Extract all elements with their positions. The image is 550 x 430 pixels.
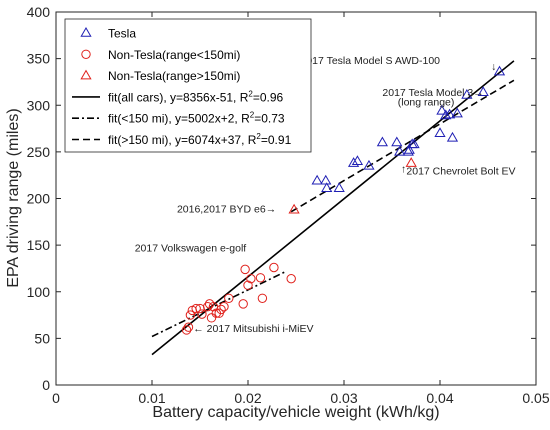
data-point-series-1 bbox=[376, 136, 389, 147]
y-tick-label: 150 bbox=[27, 237, 51, 253]
data-point-series-1 bbox=[443, 108, 456, 119]
data-point-series-2 bbox=[219, 301, 229, 312]
data-point-series-1 bbox=[446, 131, 459, 142]
data-point-series-1 bbox=[434, 127, 446, 137]
x-tick-label: 0.03 bbox=[330, 390, 357, 406]
data-point-series-1 bbox=[451, 107, 463, 118]
y-axis-title: EPA driving range (miles) bbox=[5, 108, 22, 287]
data-point-series-1 bbox=[440, 109, 452, 120]
data-point-series-2 bbox=[216, 304, 226, 315]
legend-marker-triangle bbox=[80, 26, 92, 37]
annotation-label: 2016,2017 BYD e6→ bbox=[177, 203, 276, 215]
annotation-arrow: ↑ bbox=[401, 163, 406, 175]
data-point-series-2 bbox=[246, 273, 256, 284]
fit-line-solid bbox=[151, 60, 515, 356]
data-point-series-1 bbox=[311, 174, 323, 185]
data-point-series-2 bbox=[224, 293, 234, 303]
data-point-series-2 bbox=[181, 325, 192, 335]
fit-line-dashdot bbox=[151, 270, 287, 338]
y-tick-label: 250 bbox=[27, 144, 51, 160]
data-point-series-2 bbox=[269, 262, 279, 273]
data-point-series-1 bbox=[363, 159, 375, 170]
legend-label: fit(<150 mi), y=5002x+2, R2=0.73 bbox=[108, 111, 285, 126]
data-point-series-2 bbox=[197, 309, 207, 319]
x-axis-title: Battery capacity/vehicle weight (kWh/kg) bbox=[152, 404, 439, 421]
data-point-series-1 bbox=[403, 144, 415, 154]
fit-lines bbox=[151, 60, 515, 356]
data-point-series-1 bbox=[321, 182, 333, 192]
data-point-series-1 bbox=[391, 136, 403, 147]
fit-line-dashed bbox=[290, 79, 515, 213]
legend-box bbox=[64, 18, 312, 153]
annotation-label: 2017 Tesla Model 3→ bbox=[382, 87, 483, 99]
data-point-series-2 bbox=[238, 299, 248, 309]
annotation-label: (long range) bbox=[398, 96, 455, 108]
legend-label: Non-Tesla(range>150mi) bbox=[108, 69, 240, 83]
legend-marker-circle bbox=[81, 49, 91, 59]
data-point-series-1 bbox=[351, 155, 364, 165]
annotation-arrow: ↓ bbox=[491, 61, 496, 73]
data-point-series-2 bbox=[206, 313, 217, 323]
annotation-label: 2017 Volkswagen e-golf bbox=[135, 243, 247, 255]
data-point-series-1 bbox=[477, 86, 489, 96]
data-markers bbox=[181, 65, 506, 335]
x-axis: 0 0.01 0.02 0.03 0.04 0.05 bbox=[52, 12, 550, 406]
data-point-series-2 bbox=[255, 273, 266, 283]
y-tick-label: 0 bbox=[42, 377, 50, 393]
legend-label: Non-Tesla(range<150mi) bbox=[108, 48, 240, 62]
data-point-series-1 bbox=[461, 88, 473, 99]
data-point-series-2 bbox=[191, 303, 201, 314]
data-point-series-1 bbox=[333, 182, 345, 192]
data-point-series-3 bbox=[288, 203, 300, 214]
data-point-series-1 bbox=[347, 157, 360, 167]
x-tick-label: 0.04 bbox=[426, 390, 453, 406]
y-tick-label: 200 bbox=[27, 191, 51, 207]
annotation-label: 2017 Chevrolet Bolt EV bbox=[406, 165, 515, 177]
x-tick-label: 0.02 bbox=[234, 390, 261, 406]
data-point-series-2 bbox=[185, 310, 196, 320]
data-point-series-1 bbox=[394, 145, 406, 156]
legend-label: fit(>150 mi), y=6074x+37, R2=0.91 bbox=[108, 132, 292, 147]
legend-label: Tesla bbox=[108, 27, 136, 41]
x-tick-label: 0.01 bbox=[138, 390, 165, 406]
legend: Tesla Non-Tesla(range<150mi) Non-Tesla(ran… bbox=[64, 18, 312, 153]
legend-label: fit(all cars), y=8356x-51, R2=0.96 bbox=[108, 89, 284, 104]
data-point-series-1 bbox=[493, 65, 506, 76]
x-tick-label: 0 bbox=[52, 390, 60, 406]
y-tick-label: 100 bbox=[27, 284, 51, 300]
x-tick-label: 0.05 bbox=[522, 390, 549, 406]
data-point-series-2 bbox=[183, 322, 194, 332]
data-point-series-2 bbox=[257, 293, 268, 303]
legend-marker-triangle bbox=[80, 69, 92, 80]
data-point-series-2 bbox=[243, 280, 253, 290]
annotation-label: 2017 Tesla Model S AWD-100 bbox=[301, 55, 441, 67]
data-point-series-2 bbox=[240, 264, 250, 275]
y-tick-label: 50 bbox=[34, 330, 50, 346]
annotation-label: ← 2017 Mitsubishi i-MiEV bbox=[193, 323, 313, 335]
y-tick-label: 400 bbox=[27, 4, 51, 20]
data-point-series-1 bbox=[436, 104, 448, 115]
data-point-series-3 bbox=[405, 157, 417, 167]
data-point-series-1 bbox=[408, 138, 420, 149]
y-axis: 0 50 100 150 200 250 300 350 400 bbox=[27, 4, 536, 393]
y-tick-label: 300 bbox=[27, 97, 51, 113]
annotations: 2017 Tesla Model S AWD-100 ↓ 2017 Tesla Mo… bbox=[135, 55, 516, 335]
data-point-series-2 bbox=[202, 301, 213, 312]
y-tick-label: 350 bbox=[27, 51, 51, 67]
data-point-series-2 bbox=[286, 273, 296, 284]
